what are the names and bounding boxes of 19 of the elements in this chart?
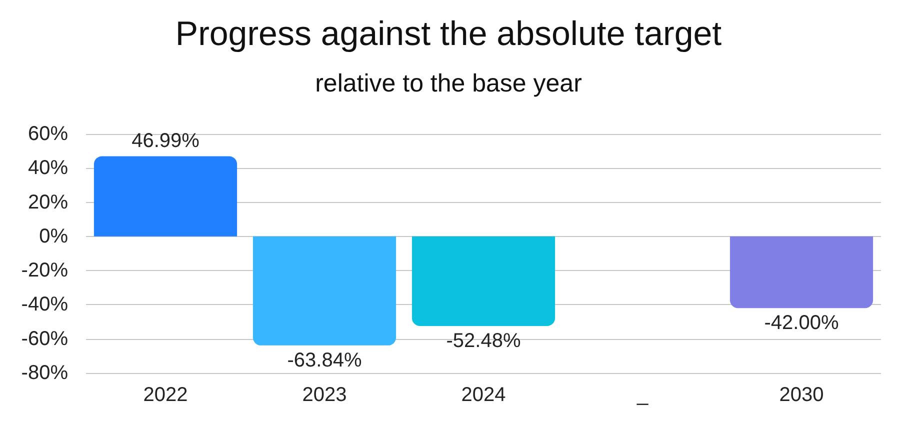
y-tick-label: -40% <box>21 294 68 316</box>
x-tick-label: _ <box>636 384 649 406</box>
x-tick-label: 2024 <box>461 384 506 406</box>
x-tick-label: 2023 <box>302 384 347 406</box>
y-tick-label: 40% <box>28 157 68 180</box>
data-label: -52.48% <box>446 330 521 352</box>
y-tick-label: -20% <box>21 260 68 282</box>
y-tick-label: -60% <box>21 328 68 350</box>
y-tick-label: 0% <box>39 225 68 248</box>
chart-subtitle: relative to the base year <box>315 70 582 98</box>
data-label: -63.84% <box>287 349 362 372</box>
y-tick-label: -80% <box>21 362 68 384</box>
chart-title: Progress against the absolute target <box>175 15 722 53</box>
x-tick-label: 2030 <box>779 384 824 406</box>
data-label: -42.00% <box>764 312 839 334</box>
data-label: 46.99% <box>132 130 200 152</box>
y-tick-label: 20% <box>28 191 68 214</box>
x-tick-label: 2022 <box>143 384 188 406</box>
y-tick-label: 60% <box>28 123 68 145</box>
